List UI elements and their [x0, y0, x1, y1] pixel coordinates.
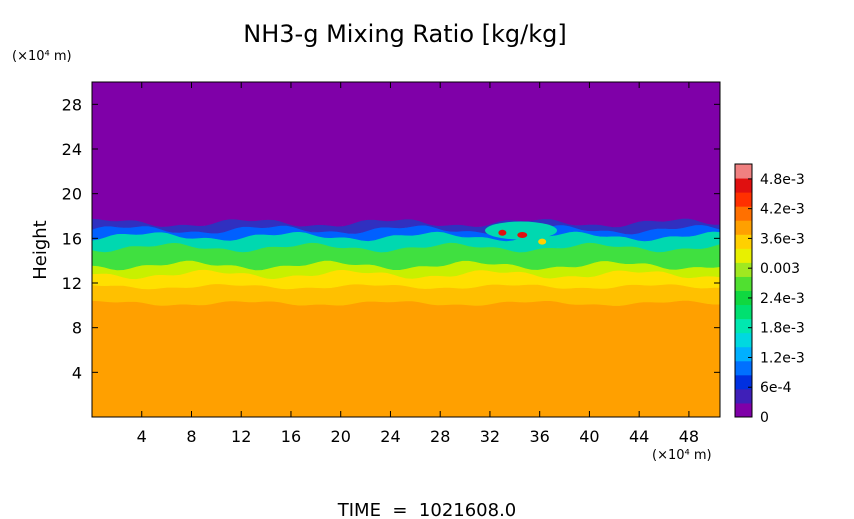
x-tick-label: 44	[629, 427, 649, 446]
x-tick-label: 16	[281, 427, 301, 446]
y-tick-label: 16	[62, 229, 82, 248]
colorbar-swatch	[735, 220, 752, 235]
y-axis-label: Height	[30, 220, 51, 280]
colorbar-swatch	[735, 178, 752, 193]
x-tick-label: 24	[380, 427, 400, 446]
colorbar-swatch	[735, 234, 752, 249]
colorbar-swatch	[735, 192, 752, 207]
colorbar-swatch	[735, 402, 752, 418]
y-unit-label: (×10⁴ m)	[12, 49, 72, 64]
x-tick-label: 12	[231, 427, 251, 446]
heatmap-band	[92, 300, 720, 417]
heatmap-maximum	[498, 229, 507, 236]
colorbar-swatch	[735, 304, 752, 320]
x-tick-label: 8	[186, 427, 196, 446]
colorbar-swatch	[735, 164, 752, 179]
colorbar-swatch	[735, 318, 752, 334]
x-tick-label: 4	[137, 427, 147, 446]
colorbar-swatch	[735, 276, 752, 291]
colorbar-swatch	[735, 388, 752, 404]
x-ticks: 4 8 12 16 20 24 28 32 36 40 44 48	[137, 82, 699, 446]
heatmap-maximum	[538, 238, 547, 245]
colorbar-swatch	[735, 262, 752, 277]
x-tick-label: 40	[579, 427, 599, 446]
y-tick-label: 24	[62, 140, 82, 159]
colorbar-swatch	[735, 206, 752, 221]
heatmap-maximum	[517, 231, 528, 238]
colorbar-label: 2.4e-3	[760, 291, 805, 307]
colorbar-swatch	[735, 346, 752, 362]
colorbar-label: 4.2e-3	[760, 202, 805, 218]
colorbar-swatch	[735, 290, 752, 306]
y-tick-label: 20	[62, 185, 82, 204]
colorbar-swatch	[735, 332, 752, 348]
colorbar-swatch	[735, 248, 752, 263]
x-tick-label: 36	[530, 427, 550, 446]
x-tick-label: 48	[679, 427, 699, 446]
x-tick-label: 20	[331, 427, 351, 446]
y-tick-label: 12	[62, 274, 82, 293]
colorbar-label: 4.8e-3	[760, 172, 805, 188]
colorbar-label: 0.003	[760, 261, 800, 277]
plot-frame	[91, 81, 721, 418]
colorbar-label: 1.8e-3	[760, 321, 805, 337]
heatmap-plot	[92, 82, 720, 417]
x-tick-label: 28	[430, 427, 450, 446]
colorbar-label: 1.2e-3	[760, 350, 805, 366]
colorbar-label: 0	[760, 410, 769, 426]
x-tick-label: 32	[480, 427, 500, 446]
colorbar-label: 3.6e-3	[760, 231, 805, 247]
chart-title: NH3-g Mixing Ratio [kg/kg]	[243, 20, 566, 48]
y-tick-label: 28	[62, 95, 82, 114]
colorbar-swatch	[735, 374, 752, 390]
colorbar-label: 6e-4	[760, 380, 792, 396]
heatmap-band	[92, 82, 720, 228]
colorbar-swatch	[735, 360, 752, 376]
y-tick-label: 8	[72, 319, 82, 338]
colorbar: 4.8e-3 4.2e-3 3.6e-3 0.003 2.4e-3 1.8e-3 1.2e-…	[734, 163, 805, 426]
colorbar-frame	[734, 163, 753, 418]
y-ticks: 4 8 12 16 20 24 28	[62, 95, 720, 382]
y-tick-label: 4	[72, 363, 82, 382]
x-unit-label: (×10⁴ m)	[652, 448, 712, 463]
time-label: TIME = 1021608.0	[337, 500, 517, 519]
